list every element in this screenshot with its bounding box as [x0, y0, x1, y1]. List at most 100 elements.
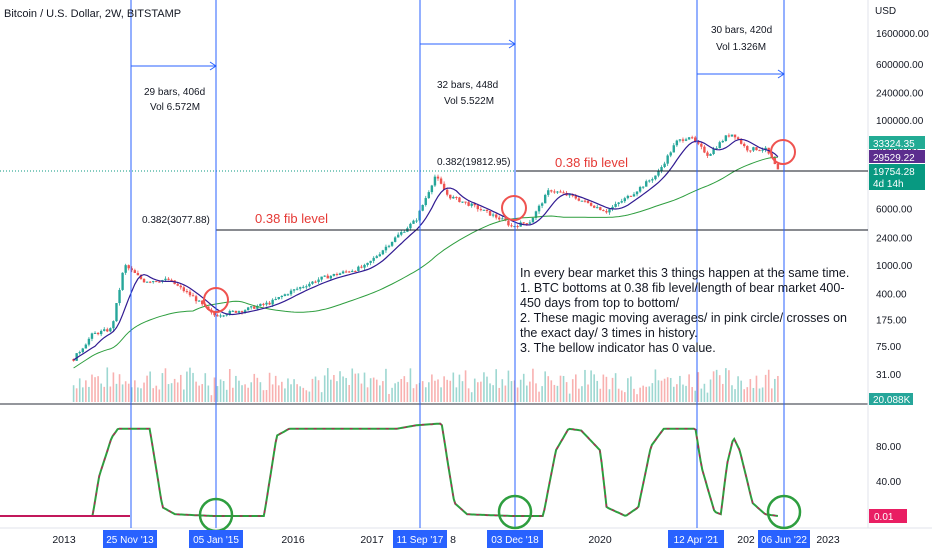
volume-bar — [293, 379, 295, 402]
volume-bar — [88, 386, 90, 402]
candle-body — [152, 281, 155, 283]
candle-body — [299, 287, 302, 289]
candle-body — [568, 194, 571, 196]
volume-bar — [578, 388, 580, 402]
volume-bar — [676, 384, 678, 402]
candle-body — [323, 275, 326, 277]
candle-body — [81, 348, 84, 353]
volume-bar — [198, 385, 200, 402]
volume-bar — [75, 388, 78, 402]
volume-bar — [532, 368, 534, 402]
volume-bar — [179, 374, 182, 402]
measure-arrow-2021-head — [777, 69, 785, 79]
volume-bar — [268, 372, 271, 402]
event-date-badge — [103, 530, 157, 548]
candle-body — [124, 265, 127, 273]
candle-body — [703, 146, 706, 153]
volume-bar — [657, 380, 660, 402]
indicator-value-label: 0.01 — [874, 512, 894, 523]
candle-body — [360, 266, 363, 268]
volume-bar — [437, 379, 439, 402]
price-tick-label: 2400.00 — [876, 233, 913, 244]
indicator-line-red — [5, 422, 778, 517]
volume-bar — [363, 372, 366, 402]
volume-bar — [706, 392, 709, 402]
candle-body — [115, 303, 118, 322]
volume-bar — [746, 387, 749, 402]
volume-bar — [492, 385, 494, 402]
volume-bar — [357, 373, 360, 402]
candle-body — [476, 205, 480, 210]
volume-bar — [694, 390, 697, 402]
volume-bar — [109, 386, 112, 402]
volume-bar — [397, 381, 399, 402]
volume-bar — [535, 383, 537, 402]
price-tick-label: 6000.00 — [876, 205, 913, 216]
volume-bar — [455, 387, 458, 402]
price-badge-label: 29529.22 — [873, 153, 915, 164]
candle-body — [332, 273, 336, 276]
candle-body — [228, 310, 231, 315]
candle-body — [415, 220, 418, 222]
volume-bar — [360, 383, 363, 402]
volume-bar — [372, 377, 375, 402]
candle-body — [363, 264, 366, 268]
candle-body — [599, 207, 602, 211]
volume-bar — [611, 377, 614, 402]
candle-body — [164, 278, 167, 281]
candle-body — [635, 191, 639, 195]
candle-body — [201, 300, 204, 305]
candle-body — [155, 281, 158, 283]
volume-bar — [685, 385, 687, 402]
candle-body — [378, 254, 382, 257]
volume-bar — [421, 381, 424, 402]
candle-body — [292, 289, 296, 291]
volume-bar — [94, 377, 96, 402]
volume-bar — [204, 373, 207, 402]
candle-body — [216, 315, 219, 317]
candle-body — [580, 200, 584, 202]
volume-bar — [752, 387, 755, 402]
candle-body — [614, 203, 617, 207]
volume-bar — [406, 382, 409, 402]
volume-bar — [72, 385, 75, 402]
candle-body — [632, 194, 636, 197]
volume-bar — [342, 376, 344, 402]
candle-body — [602, 210, 605, 212]
volume-bar — [299, 386, 302, 402]
volume-bar — [424, 387, 427, 402]
volume-bar — [235, 375, 237, 402]
volume-bar — [620, 390, 623, 402]
candle-body — [90, 333, 94, 339]
volume-bar — [507, 370, 510, 402]
volume-bar — [712, 371, 715, 402]
candle-body — [136, 272, 140, 276]
volume-bar — [590, 370, 592, 402]
candle-body — [562, 192, 565, 194]
candle-body — [537, 205, 541, 212]
measure-bars-label: 32 bars, 448d — [437, 80, 498, 91]
note-line: 1. BTC bottoms at 0.38 fib level/length … — [520, 281, 845, 310]
volume-bar — [510, 381, 513, 402]
candle-body — [736, 137, 740, 140]
volume-bar — [189, 367, 191, 402]
volume-bar — [581, 386, 583, 402]
candle-body — [439, 178, 443, 184]
candle-body — [78, 352, 81, 354]
candle-body — [608, 209, 611, 213]
candle-body — [700, 143, 703, 147]
candle-body — [225, 314, 228, 316]
candle-body — [678, 139, 682, 141]
candle-body — [675, 140, 679, 146]
fib-value-label-2018: 0.382(19812.95) — [437, 157, 510, 168]
candle-body — [449, 194, 452, 199]
volume-bar — [630, 376, 632, 402]
volume-bar — [434, 380, 436, 402]
volume-bar — [489, 383, 491, 402]
volume-bar — [259, 382, 262, 402]
volume-bar — [277, 385, 280, 402]
volume-bar — [170, 383, 173, 402]
volume-bar — [666, 377, 669, 402]
volume-bar — [394, 383, 396, 402]
volume-bar — [480, 381, 482, 402]
